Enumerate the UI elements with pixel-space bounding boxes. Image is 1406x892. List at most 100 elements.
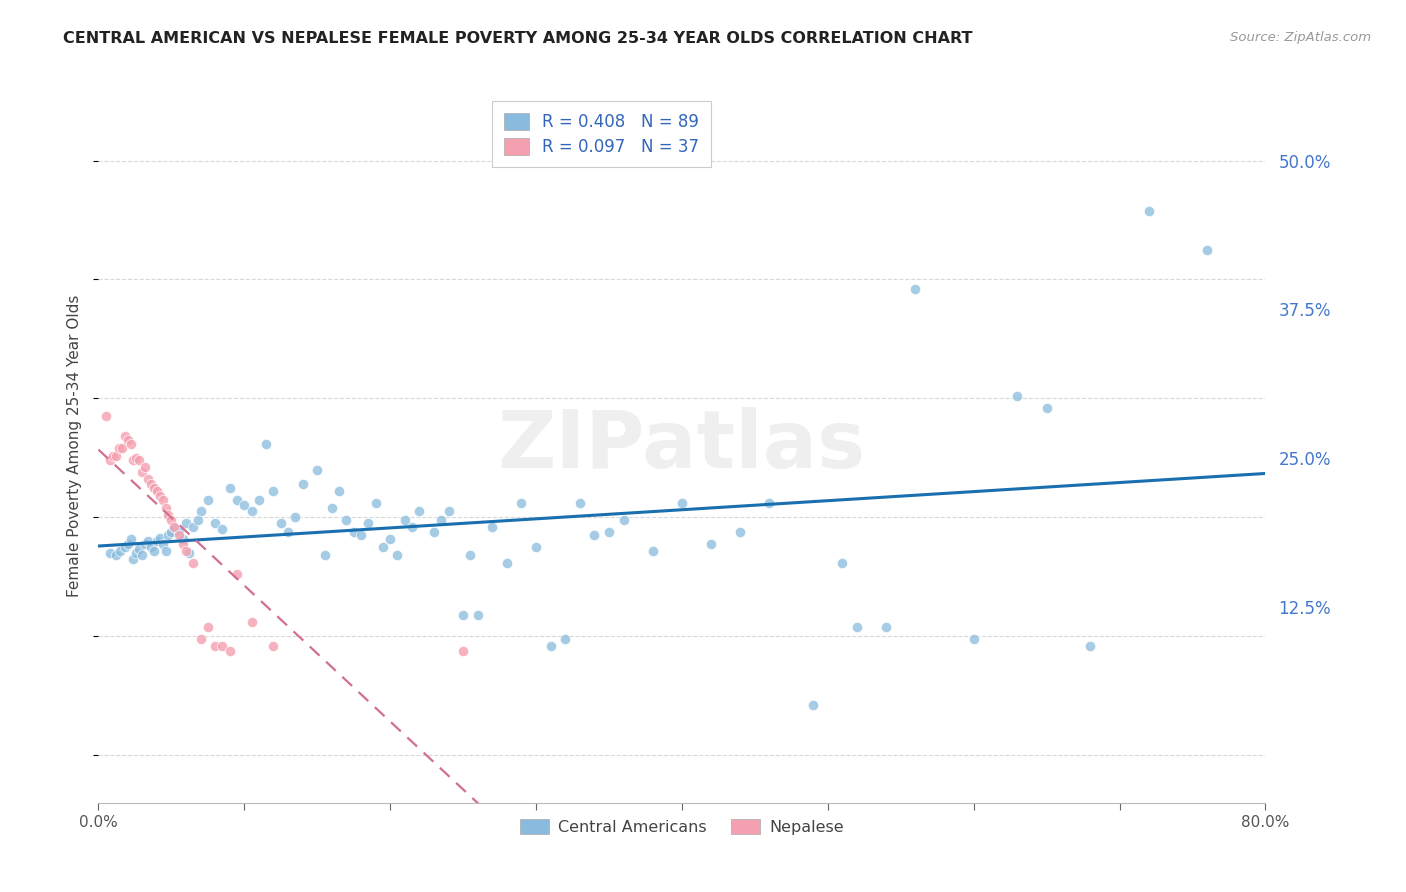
Point <box>125 546 148 560</box>
Point <box>401 520 423 534</box>
Point <box>350 528 373 542</box>
Point <box>583 528 606 542</box>
Point <box>204 639 226 653</box>
Point <box>291 477 314 491</box>
Text: Source: ZipAtlas.com: Source: ZipAtlas.com <box>1230 31 1371 45</box>
Point <box>155 543 177 558</box>
Point <box>211 639 233 653</box>
Point <box>641 543 664 558</box>
Point <box>122 453 145 467</box>
Point <box>114 429 136 443</box>
Point <box>117 536 139 550</box>
Point <box>846 620 869 634</box>
Point <box>1080 639 1102 653</box>
Point <box>131 549 153 563</box>
Point <box>437 504 460 518</box>
Point <box>120 436 142 450</box>
Point <box>226 567 249 582</box>
Point <box>128 542 150 557</box>
Point <box>496 556 519 570</box>
Point <box>247 492 270 507</box>
Point <box>467 607 489 622</box>
Point <box>204 516 226 531</box>
Point <box>510 496 533 510</box>
Point <box>801 698 824 713</box>
Point <box>554 632 576 646</box>
Point <box>211 522 233 536</box>
Point <box>328 484 350 499</box>
Point <box>423 524 446 539</box>
Point <box>146 484 169 499</box>
Point <box>197 620 219 634</box>
Point <box>343 524 366 539</box>
Point <box>146 534 169 549</box>
Point <box>240 504 263 518</box>
Point <box>98 453 121 467</box>
Point <box>364 496 387 510</box>
Point <box>167 528 190 542</box>
Point <box>430 513 453 527</box>
Point <box>142 481 165 495</box>
Point <box>108 442 131 456</box>
Point <box>284 510 307 524</box>
Point <box>190 504 212 518</box>
Point <box>128 453 150 467</box>
Point <box>110 543 132 558</box>
Point <box>157 508 180 522</box>
Point <box>152 536 174 550</box>
Point <box>875 620 897 634</box>
Point <box>218 643 240 657</box>
Point <box>524 540 547 554</box>
Point <box>120 532 142 546</box>
Point <box>187 513 209 527</box>
Point <box>149 531 172 545</box>
Point <box>700 536 723 550</box>
Point <box>387 549 409 563</box>
Point <box>380 532 402 546</box>
Text: ZIPatlas: ZIPatlas <box>498 407 866 485</box>
Point <box>125 450 148 465</box>
Point <box>136 472 159 486</box>
Point <box>134 460 156 475</box>
Point <box>1035 401 1057 415</box>
Point <box>335 513 357 527</box>
Point <box>481 520 503 534</box>
Point <box>163 520 186 534</box>
Point <box>357 516 380 531</box>
Point <box>277 524 299 539</box>
Point <box>167 524 190 539</box>
Point <box>174 543 197 558</box>
Point <box>101 449 124 463</box>
Point <box>122 552 145 566</box>
Point <box>371 540 394 554</box>
Point <box>831 556 853 570</box>
Point <box>962 632 984 646</box>
Point <box>190 632 212 646</box>
Point <box>314 549 336 563</box>
Point <box>1195 243 1218 257</box>
Legend: Central Americans, Nepalese: Central Americans, Nepalese <box>513 813 851 841</box>
Point <box>1137 203 1160 218</box>
Point <box>233 499 256 513</box>
Point <box>136 534 159 549</box>
Text: CENTRAL AMERICAN VS NEPALESE FEMALE POVERTY AMONG 25-34 YEAR OLDS CORRELATION CH: CENTRAL AMERICAN VS NEPALESE FEMALE POVE… <box>63 31 973 46</box>
Point <box>177 546 200 560</box>
Y-axis label: Female Poverty Among 25-34 Year Olds: Female Poverty Among 25-34 Year Olds <box>67 295 83 597</box>
Point <box>460 549 482 563</box>
Point <box>270 516 292 531</box>
Point <box>730 524 752 539</box>
Point <box>1007 389 1029 403</box>
Point <box>240 615 263 629</box>
Point <box>181 556 204 570</box>
Point <box>307 463 329 477</box>
Point <box>134 536 156 550</box>
Point <box>131 465 153 479</box>
Point <box>160 524 183 539</box>
Point <box>94 409 117 424</box>
Point <box>172 532 194 546</box>
Point <box>142 543 165 558</box>
Point <box>671 496 693 510</box>
Point <box>117 433 139 447</box>
Point <box>904 282 927 296</box>
Point <box>139 540 162 554</box>
